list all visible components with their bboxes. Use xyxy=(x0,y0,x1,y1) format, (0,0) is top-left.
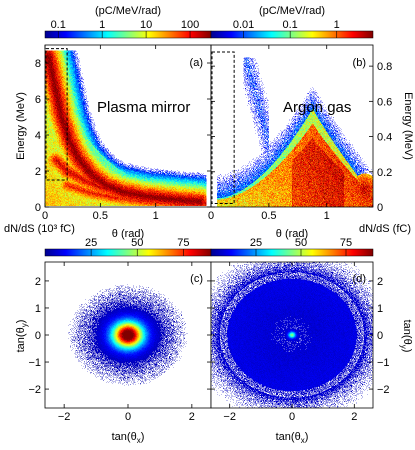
panel-d-y-tick-label: −2 xyxy=(377,384,390,396)
panel-c-y-tick-label: 2 xyxy=(35,276,41,288)
panel-d-x-ticks: −2 0 2 xyxy=(223,262,357,423)
panel-c-x-label-sub: x xyxy=(137,436,141,445)
panel-a-colorbar xyxy=(44,30,212,39)
panel-c-y-ticks: −2 −1 0 1 2 xyxy=(28,276,211,396)
panel-b-y-tick-label: 0 xyxy=(377,202,383,214)
panel-d-y-ticks: −2 −1 0 1 2 xyxy=(211,276,390,396)
panel-c-y-tick-label: 0 xyxy=(35,330,41,342)
panel-b-heatmap xyxy=(211,45,373,207)
panel-c-x-label: tan(θx) xyxy=(112,431,145,445)
panel-b-tag: (b) xyxy=(353,57,366,69)
panel-c-y-label-sub: y xyxy=(20,323,29,327)
panel-d-x-label: tan(θx) xyxy=(276,431,309,445)
panel-c-colorbar-label: dN/dS (10³ fC) xyxy=(4,223,75,235)
panel-d-y-tick-label: 2 xyxy=(377,276,383,288)
panel-b-y-tick-label: 0.8 xyxy=(377,61,392,73)
panel-d-heatmap xyxy=(211,262,373,408)
panel-a-colorbar-tick-label: 1 xyxy=(99,19,105,31)
panel-a-x-tick-label: 0.5 xyxy=(93,210,108,222)
panel-a-x-tick-label: 0 xyxy=(42,210,48,222)
panel-a-y-tick-label: 0 xyxy=(35,202,41,214)
panel-d-colorbar-label: dN/dS (fC) xyxy=(359,223,411,235)
panel-b-x-label: θ (rad) xyxy=(276,228,308,240)
panel-b-y-label: Energy (MeV) xyxy=(402,92,414,160)
panel-b-x-tick-label: 0 xyxy=(208,210,214,222)
panel-c-x-tick-label: −2 xyxy=(58,411,71,423)
panel-d-y-tick-label: 1 xyxy=(377,303,383,315)
panel-a-colorbar-label: (pC/MeV/rad) xyxy=(95,5,161,17)
panel-a-x-label: θ (rad) xyxy=(112,228,144,240)
panel-b: 0 0.5 1 00.20.40.60.8 (b) Argon gas θ (rad… xyxy=(208,5,414,240)
panel-d-y-tick-label: −1 xyxy=(377,357,390,369)
panel-a-tag: (a) xyxy=(190,57,203,69)
panel-a-heatmap xyxy=(45,45,211,207)
panel-d-x-tick-label: −2 xyxy=(223,411,236,423)
panel-c-y-tick-label: −2 xyxy=(28,384,41,396)
panel-b-dashed-box xyxy=(211,51,235,204)
panel-a-dashed-box xyxy=(45,48,68,181)
panel-c-y-tick-label: −1 xyxy=(28,357,41,369)
panel-b-y-ticks: 0 0.2 0.4 0.6 0.8 xyxy=(211,61,392,214)
panel-d-x-label-sub: x xyxy=(301,436,305,445)
panel-b-x-tick-label: 0.5 xyxy=(261,210,276,222)
panel-a-x-ticks: 0 0.5 1 xyxy=(42,45,159,222)
panel-d-colorbar-tick-label: 25 xyxy=(250,237,262,249)
panel-a-colorbar-tick-label: 100 xyxy=(181,19,199,31)
panel-a-colorbar-tick-label: 0.1 xyxy=(51,19,66,31)
panel-a-annotation: Plasma mirror xyxy=(97,99,190,116)
panel-d-x-tick-label: 2 xyxy=(351,411,357,423)
panel-c-colorbar-tick-label: 75 xyxy=(177,237,189,249)
panel-d-x-label-close: ) xyxy=(305,431,309,443)
panel-b-colorbar-tick-label: 0.1 xyxy=(283,19,298,31)
panel-b-frame xyxy=(210,44,374,208)
panel-b-colorbar-label: (pC/MeV/rad) xyxy=(259,5,325,17)
panel-a-y-tick-label: 2 xyxy=(35,166,41,178)
panel-c-y-label: tan(θy) xyxy=(15,320,29,353)
panel-b-colorbar-tick-label: 0.01 xyxy=(233,19,254,31)
panel-a-x-tick-label: 1 xyxy=(153,210,159,222)
panel-a-y-tick-label: 4 xyxy=(35,130,41,142)
panel-c-colorbar-tick-label: 50 xyxy=(131,237,143,249)
panel-d-colorbar xyxy=(210,248,374,257)
panel-b-colorbar-tick-label: 1 xyxy=(334,19,340,31)
panel-c-tag: (c) xyxy=(190,273,203,285)
panel-b-y-tick-label: 0.4 xyxy=(377,132,392,144)
panel-d-colorbar-tick-label: 75 xyxy=(340,237,352,249)
panel-c-y-label-close: ) xyxy=(15,320,27,324)
panel-c-x-tick-label: 0 xyxy=(125,411,131,423)
panel-b-colorbar-ticks: 0.01 0.1 1 xyxy=(233,19,340,38)
panel-a-colorbar-tick-label: 10 xyxy=(140,19,152,31)
panel-c-x-ticks: −2 0 2 xyxy=(58,262,195,423)
panel-c-colorbar xyxy=(44,248,212,257)
panel-c-y-tick-label: 1 xyxy=(35,303,41,315)
panel-b-y-tick-label: 0.6 xyxy=(377,96,392,108)
panel-b-annotation: Argon gas xyxy=(283,99,351,116)
panel-d-colorbar-ticks: 25 50 75 xyxy=(250,237,352,256)
panel-a-y-ticks: 0 2 4 6 8 xyxy=(35,58,211,214)
panel-c-colorbar-ticks: 25 50 75 xyxy=(85,237,189,256)
panel-a-y-label: Energy (MeV) xyxy=(15,92,27,160)
panel-a-y-tick-label: 6 xyxy=(35,94,41,106)
panel-a-y-tick-label: 8 xyxy=(35,58,41,70)
panel-d-y-label-sub: y xyxy=(399,345,408,349)
panel-c-x-tick-label: 2 xyxy=(189,411,195,423)
panel-b-x-ticks: 0 0.5 1 xyxy=(208,45,330,222)
panel-b-colorbar xyxy=(210,30,374,39)
panel-d-y-label: tan(θy) xyxy=(399,320,413,353)
panel-d-colorbar-tick-label: 50 xyxy=(295,237,307,249)
panel-c-heatmap xyxy=(45,262,211,408)
panel-d-tag: (d) xyxy=(353,273,366,285)
panel-c-colorbar-tick-label: 25 xyxy=(85,237,97,249)
panel-c-x-label-close: ) xyxy=(141,431,145,443)
panel-b-y-tick-label: 0.2 xyxy=(377,167,392,179)
panel-d-y-label-close: ) xyxy=(401,349,413,353)
panel-d-x-tick-label: 0 xyxy=(289,411,295,423)
panel-a-colorbar-ticks: 0.1 1 10 100 xyxy=(51,19,199,38)
panel-d-y-tick-label: 0 xyxy=(377,330,383,342)
panel-b-x-tick-label: 1 xyxy=(324,210,330,222)
